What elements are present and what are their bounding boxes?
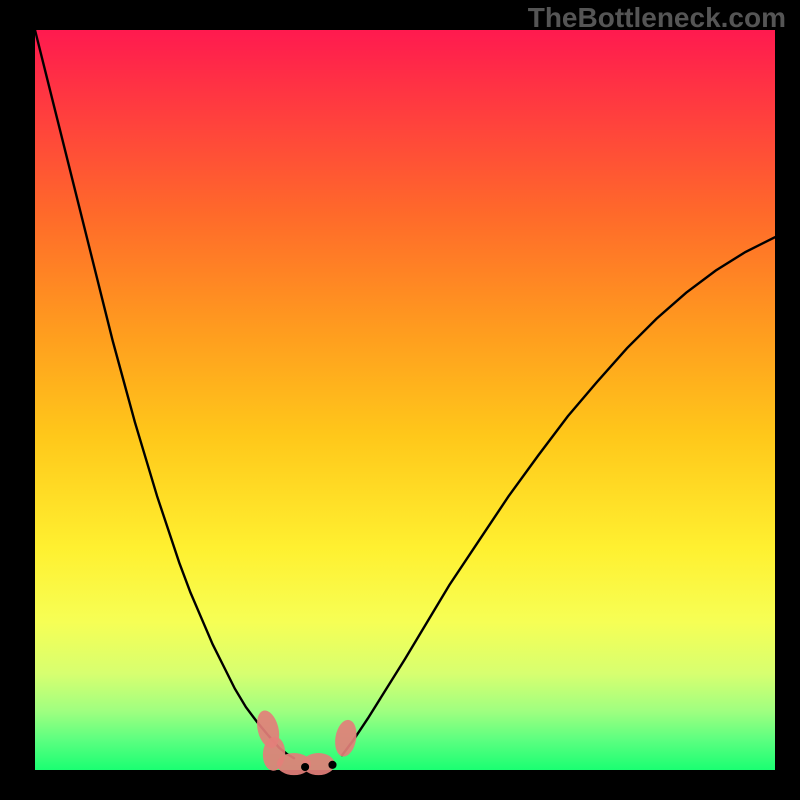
valley-dot xyxy=(328,761,336,769)
curve-right-group xyxy=(342,237,775,755)
chart-frame: TheBottleneck.com xyxy=(0,0,800,800)
marker-blob xyxy=(332,718,359,758)
valley-dot xyxy=(301,763,309,771)
chart-overlay-svg xyxy=(0,0,800,800)
curve-right xyxy=(342,237,775,755)
curve-left xyxy=(35,30,294,758)
watermark-text: TheBottleneck.com xyxy=(528,2,786,34)
curve-left-group xyxy=(35,30,294,758)
